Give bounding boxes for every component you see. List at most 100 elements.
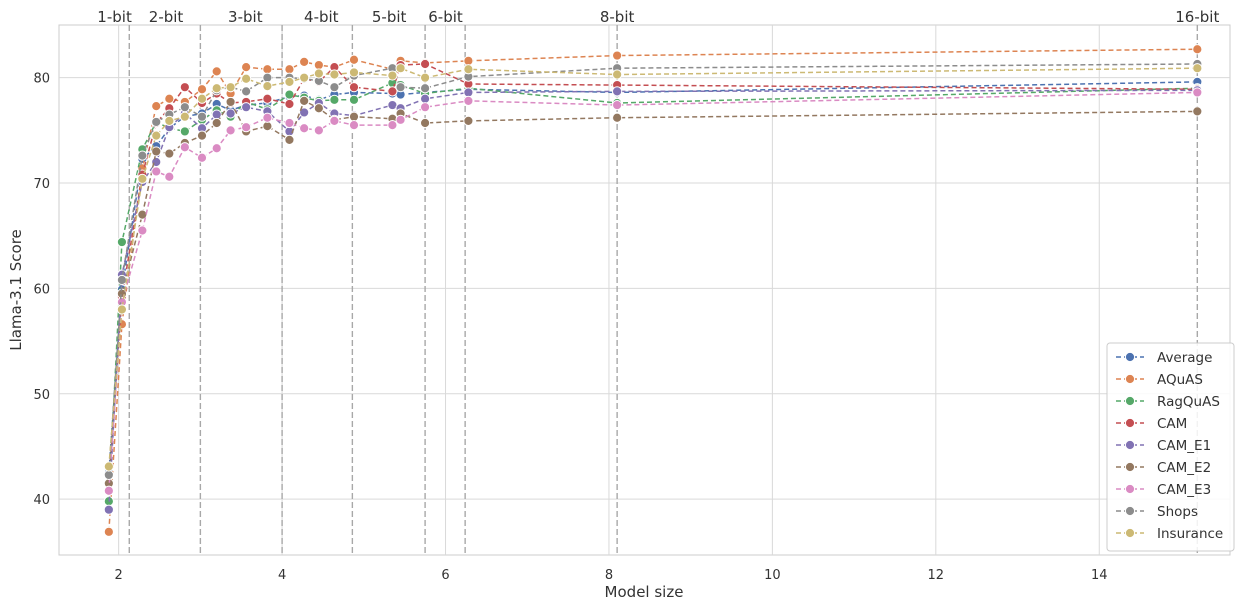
data-point	[103, 469, 114, 481]
series-line	[108, 81, 1198, 473]
legend-item: CAM_E2	[1116, 460, 1211, 476]
data-point	[103, 526, 114, 537]
x-tick-label: 10	[764, 568, 781, 583]
data-point	[241, 102, 252, 113]
data-point	[419, 102, 431, 113]
data-point	[196, 152, 208, 163]
legend-item: Shops	[1116, 504, 1198, 520]
y-tick-label: 70	[33, 177, 50, 192]
data-point	[329, 69, 340, 80]
series-line	[108, 82, 1198, 502]
bit-labels: 1-bit 2-bit 3-bit 4-bit 5-bit 6-bit 8-bit 16-bi…	[97, 8, 1219, 26]
data-point	[419, 72, 431, 83]
data-point	[164, 93, 175, 104]
legend-box	[1106, 342, 1235, 552]
x-tick-label: 6	[441, 568, 449, 583]
data-point	[419, 117, 431, 129]
data-point	[387, 86, 398, 97]
series-line	[108, 48, 1198, 532]
y-tick-label: 50	[33, 388, 50, 403]
legend-label: CAM	[1157, 416, 1187, 432]
data-point	[1192, 44, 1203, 55]
data-point	[225, 108, 236, 119]
x-axis-label: Model size	[605, 583, 684, 600]
data-point	[241, 86, 252, 97]
legend-swatch-marker	[1124, 395, 1136, 407]
data-point	[299, 56, 310, 67]
data-point	[196, 84, 208, 95]
data-point	[463, 95, 474, 106]
legend-swatch-marker	[1124, 373, 1136, 385]
y-axis-ticks: 40 50 60 70 80	[33, 72, 50, 508]
bit-label: 5-bit	[372, 8, 407, 26]
data-point	[196, 111, 208, 122]
x-axis-ticks: 2 4 6 8 10 12 14	[115, 568, 1108, 583]
bit-label: 16-bit	[1175, 8, 1219, 26]
legend-label: Insurance	[1157, 526, 1223, 542]
data-point	[116, 304, 128, 315]
bit-label: 1-bit	[97, 8, 132, 26]
data-point	[262, 112, 273, 123]
series-line	[108, 67, 1198, 467]
data-point	[284, 134, 295, 145]
data-point	[211, 117, 222, 129]
data-point	[329, 94, 340, 105]
data-point	[348, 119, 360, 131]
data-point	[348, 94, 360, 105]
data-point	[463, 115, 474, 126]
data-point	[299, 95, 310, 106]
legend-label: Average	[1157, 350, 1212, 366]
data-point	[348, 67, 360, 78]
data-point	[196, 130, 208, 141]
data-point	[225, 82, 236, 93]
data-point	[137, 225, 148, 236]
bit-label: 6-bit	[428, 8, 463, 26]
series-insurance	[103, 63, 1203, 472]
data-point	[137, 173, 148, 184]
series-line	[108, 63, 1198, 485]
y-tick-label: 40	[33, 493, 50, 508]
y-axis-label: Llama-3.1 Score	[7, 229, 25, 351]
data-point	[262, 64, 273, 75]
data-point	[151, 130, 162, 141]
series-line	[108, 63, 1198, 475]
data-point	[329, 115, 340, 126]
data-point	[225, 96, 236, 108]
data-point	[284, 76, 295, 87]
data-point	[1192, 106, 1203, 117]
data-point	[241, 122, 252, 133]
data-point	[329, 82, 340, 93]
data-point	[612, 112, 623, 123]
legend-item: CAM	[1116, 416, 1187, 432]
legend-label: CAM_E2	[1157, 460, 1211, 476]
data-point	[179, 82, 190, 93]
data-point	[103, 504, 114, 515]
legend-label: AQuAS	[1157, 372, 1203, 388]
data-point	[387, 70, 398, 81]
data-point	[211, 143, 222, 154]
data-point	[299, 107, 310, 118]
data-point	[313, 103, 324, 114]
data-point	[179, 142, 190, 153]
data-point	[151, 166, 162, 177]
grid	[59, 25, 1230, 555]
data-point	[395, 82, 406, 93]
data-point	[241, 73, 252, 84]
bit-label: 3-bit	[228, 8, 263, 26]
data-point	[612, 99, 623, 111]
data-point	[313, 59, 324, 71]
data-point	[1192, 87, 1203, 98]
data-point	[164, 148, 175, 159]
data-point	[179, 126, 190, 137]
data-point	[299, 72, 310, 83]
bit-label: 4-bit	[304, 8, 339, 26]
data-point	[348, 54, 360, 65]
series-layer	[103, 44, 1203, 537]
legend: Average AQuAS RagQuAS CAM CAM_E1 CAM_E2 CAM_E3…	[1106, 342, 1235, 552]
data-point	[103, 485, 114, 496]
legend-item: CAM_E3	[1116, 482, 1211, 498]
data-point	[116, 274, 128, 286]
legend-label: CAM_E3	[1157, 482, 1211, 498]
legend-item: RagQuAS	[1116, 394, 1220, 410]
data-point	[164, 171, 175, 182]
